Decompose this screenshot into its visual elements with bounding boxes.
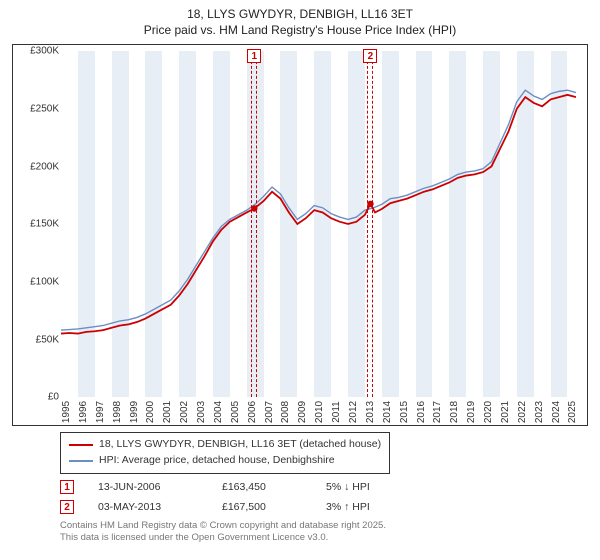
y-tick-label: £50K [15,334,59,345]
legend-row-hpi: HPI: Average price, detached house, Denb… [69,453,381,469]
transaction-price-1: £163,450 [222,481,302,493]
transaction-price-2: £167,500 [222,501,302,513]
x-tick-label: 2010 [314,401,325,423]
x-tick-label: 2011 [331,402,342,424]
y-tick-label: £300K [15,46,59,57]
chart-title-block: 18, LLYS GWYDYR, DENBIGH, LL16 3ET Price… [0,0,600,40]
x-tick-label: 1999 [129,401,140,423]
plot-region: 12 [61,51,581,397]
x-tick-label: 2006 [247,401,258,423]
x-tick-label: 2024 [551,401,562,423]
x-tick-label: 2012 [348,401,359,423]
transaction-date-2: 03-MAY-2013 [98,501,198,513]
series-price_paid [61,95,576,334]
footer-attribution: Contains HM Land Registry data © Crown c… [60,520,588,545]
legend-label-price-paid: 18, LLYS GWYDYR, DENBIGH, LL16 3ET (deta… [99,437,381,453]
chart-area: 12 £0£50K£100K£150K£200K£250K£300K199519… [12,44,588,426]
transaction-badge-2: 2 [60,500,74,514]
legend-swatch-price-paid [69,444,93,446]
transaction-row-1: 1 13-JUN-2006 £163,450 5% ↓ HPI [60,480,588,494]
legend-swatch-hpi [69,460,93,461]
transaction-date-1: 13-JUN-2006 [98,481,198,493]
title-line-1: 18, LLYS GWYDYR, DENBIGH, LL16 3ET [0,6,600,22]
footer-line-1: Contains HM Land Registry data © Crown c… [60,520,588,532]
x-tick-label: 2004 [213,401,224,423]
transaction-marker-band [367,51,373,397]
x-tick-label: 1998 [112,401,123,423]
x-tick-label: 2009 [297,401,308,423]
x-tick-label: 2020 [483,401,494,423]
transaction-badge-1: 1 [60,480,74,494]
x-tick-label: 2022 [517,401,528,423]
x-tick-label: 2016 [416,401,427,423]
transaction-marker-badge: 2 [363,49,377,63]
y-tick-label: £0 [15,392,59,403]
x-tick-label: 2014 [382,401,393,423]
footer-line-2: This data is licensed under the Open Gov… [60,532,588,544]
x-tick-label: 2007 [264,401,275,423]
x-tick-label: 1995 [61,401,72,423]
transaction-marker-band [251,51,257,397]
legend-row-price-paid: 18, LLYS GWYDYR, DENBIGH, LL16 3ET (deta… [69,437,381,453]
y-tick-label: £250K [15,104,59,115]
x-tick-label: 2017 [432,401,443,423]
transaction-delta-1: 5% ↓ HPI [326,481,426,493]
y-tick-label: £100K [15,277,59,288]
x-tick-label: 2018 [449,401,460,423]
transaction-row-2: 2 03-MAY-2013 £167,500 3% ↑ HPI [60,500,588,514]
x-tick-label: 1997 [95,401,106,423]
x-tick-label: 2023 [534,401,545,423]
x-tick-label: 2021 [500,401,511,423]
y-tick-label: £200K [15,161,59,172]
x-tick-label: 2001 [162,401,173,423]
x-tick-label: 2019 [466,401,477,423]
x-tick-label: 2013 [365,401,376,423]
x-tick-label: 1996 [78,401,89,423]
x-tick-label: 2000 [145,401,156,423]
transaction-table: 1 13-JUN-2006 £163,450 5% ↓ HPI 2 03-MAY… [60,480,588,514]
x-tick-label: 2015 [399,401,410,423]
x-tick-label: 2003 [196,401,207,423]
x-tick-label: 2025 [567,401,578,423]
transaction-delta-2: 3% ↑ HPI [326,501,426,513]
transaction-marker-badge: 1 [247,49,261,63]
x-tick-label: 2005 [230,401,241,423]
x-tick-label: 2008 [280,401,291,423]
x-tick-label: 2002 [179,401,190,423]
y-tick-label: £150K [15,219,59,230]
chart-svg [61,51,581,397]
series-hpi [61,91,576,331]
legend-label-hpi: HPI: Average price, detached house, Denb… [99,453,335,469]
legend: 18, LLYS GWYDYR, DENBIGH, LL16 3ET (deta… [60,432,390,474]
title-line-2: Price paid vs. HM Land Registry's House … [0,22,600,38]
